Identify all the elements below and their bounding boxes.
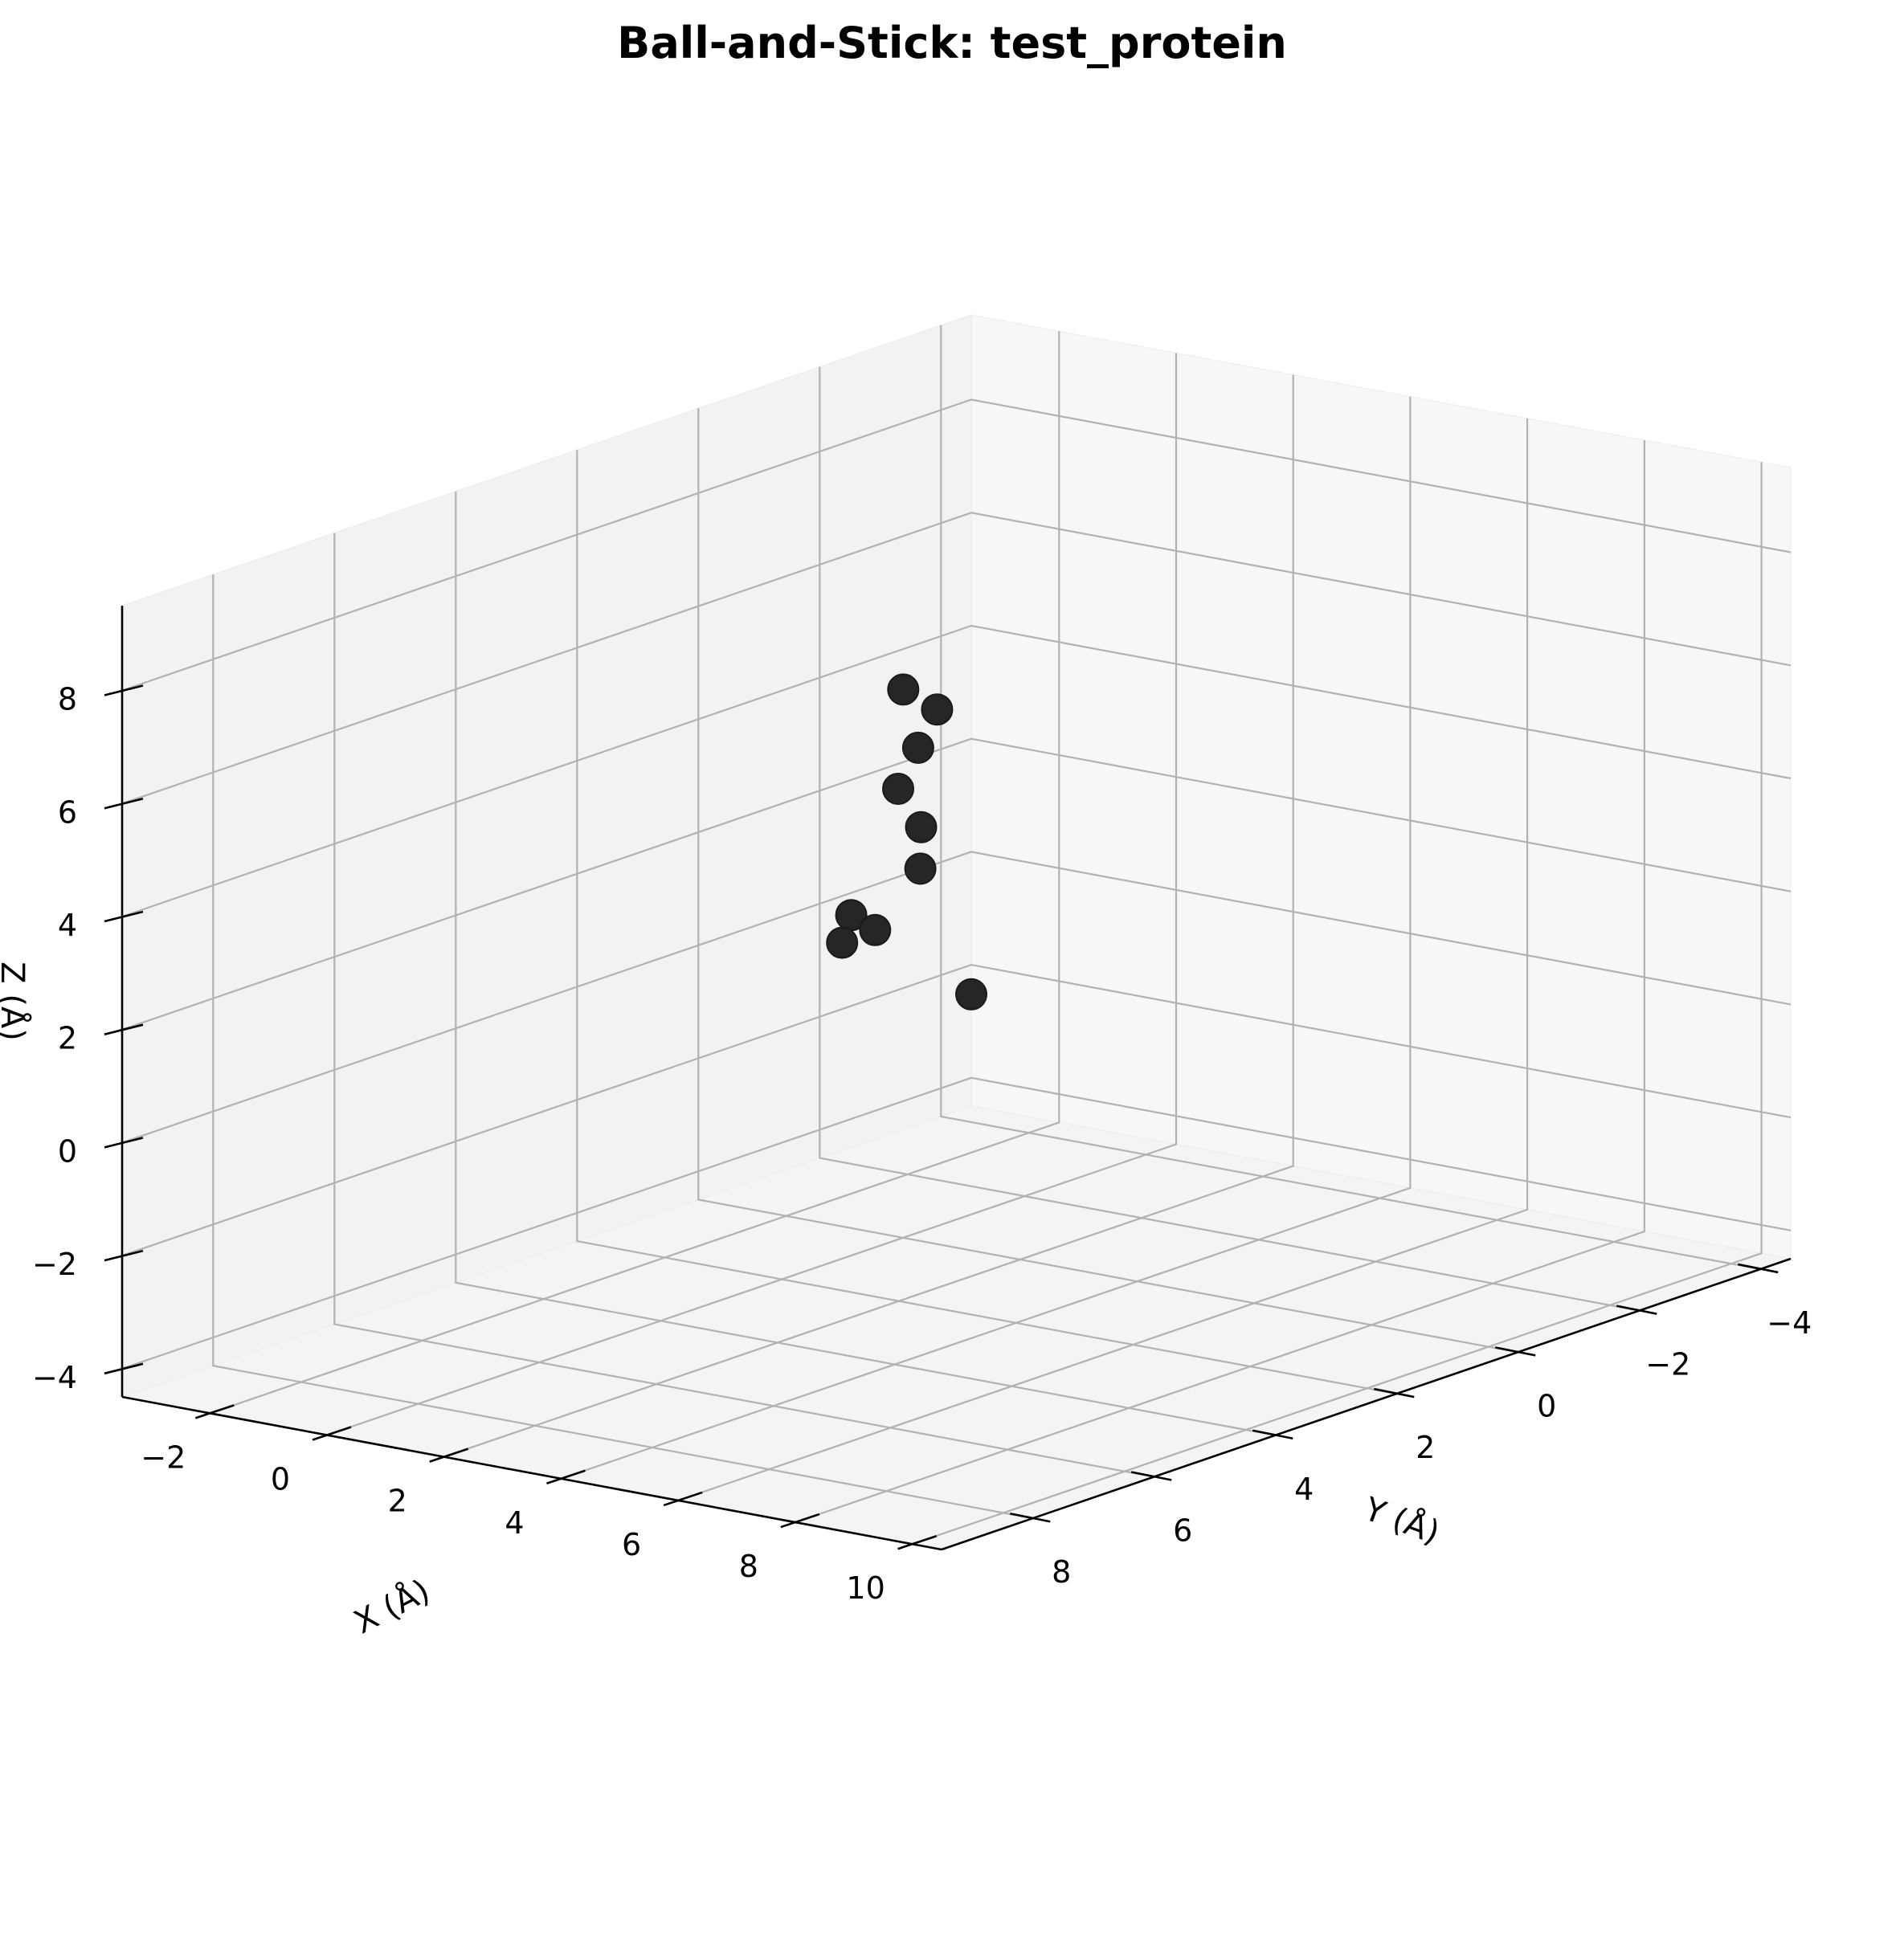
y-tick-mark [1009, 1512, 1051, 1523]
axis-panes [121, 314, 1792, 1550]
grid-line-z [121, 851, 1792, 1144]
tick-labels: −2 0 2 4 6 8 10 −4 −2 0 2 4 6 8 −4 −2 0 2 4 6 8 [32, 682, 1812, 1607]
grid-line-y [455, 491, 1276, 1436]
grid-line-x [912, 462, 1763, 1546]
grid-line-x [561, 396, 1412, 1480]
grid-line-x [795, 440, 1646, 1524]
grid-line-z [121, 1076, 1792, 1370]
atoms [826, 673, 987, 1011]
grid-line-y [940, 325, 1761, 1270]
grid-line-y [212, 574, 1033, 1520]
atom-point [882, 773, 914, 805]
atom-point [887, 673, 920, 706]
y-tick-label: 0 [1537, 1388, 1556, 1423]
x-tick-mark [546, 1469, 586, 1485]
z-tick-label: −4 [32, 1360, 77, 1395]
z-tick-mark [104, 1137, 144, 1149]
y-axis-label: Y (Å) [1359, 1489, 1444, 1552]
grid-line-z [121, 398, 1792, 692]
z-tick-mark [104, 684, 144, 696]
x-axis-label: X (Å) [348, 1571, 436, 1642]
atom-point [859, 913, 892, 946]
grid-line-z [121, 963, 1792, 1257]
y-axis-line [941, 1257, 1792, 1551]
y-tick-label: 4 [1294, 1472, 1314, 1507]
axis-lines [121, 606, 1792, 1551]
grid-line-x [677, 418, 1529, 1501]
grid-line-y [333, 533, 1154, 1478]
z-tick-mark [104, 910, 144, 923]
chart-title: Ball-and-Stick: test_protein [617, 18, 1287, 68]
z-axis-label: Z (Å) [0, 962, 32, 1041]
y-tick-label: 6 [1173, 1513, 1192, 1549]
atom-point [901, 731, 934, 764]
grid-line-y [819, 366, 1640, 1312]
x-tick-label: 10 [846, 1570, 885, 1606]
atom-point [955, 978, 987, 1011]
x-tick-mark [897, 1534, 937, 1550]
z-tick-mark [104, 1249, 144, 1262]
z-tick-label: 2 [58, 1021, 77, 1056]
x-tick-mark [312, 1426, 352, 1441]
x-tick-label: 8 [739, 1549, 758, 1584]
x-tick-label: 0 [271, 1462, 290, 1497]
y-tick-label: 8 [1052, 1554, 1071, 1590]
tick-marks [104, 684, 1779, 1550]
x-tick-mark [780, 1513, 820, 1529]
grid-line-x [326, 353, 1178, 1436]
x-axis-line [121, 1395, 942, 1551]
y-tick-label: −4 [1767, 1305, 1812, 1341]
grid-line-y [697, 408, 1518, 1354]
x-tick-mark [663, 1491, 703, 1507]
atom-point [826, 926, 859, 959]
z-tick-label: 6 [58, 794, 77, 830]
y-tick-mark [1616, 1305, 1657, 1315]
y-tick-mark [1494, 1346, 1536, 1357]
z-tick-mark [104, 1362, 144, 1375]
z-tick-label: 4 [58, 908, 77, 943]
x-tick-mark [429, 1448, 469, 1463]
x-tick-label: −2 [141, 1439, 186, 1475]
y-tick-mark [1130, 1471, 1172, 1481]
y-tick-mark [1252, 1429, 1293, 1440]
grid-line-x [443, 374, 1294, 1458]
grid-line-z [121, 512, 1792, 805]
atom-point [921, 693, 954, 726]
x-tick-mark [194, 1404, 235, 1419]
x-tick-label: 4 [505, 1505, 524, 1541]
y-tick-label: 2 [1416, 1430, 1435, 1465]
grid-line-x [209, 331, 1060, 1415]
atom-point [905, 811, 938, 843]
z-tick-mark [104, 1023, 144, 1035]
z-tick-mark [104, 797, 144, 810]
grid-lines [121, 325, 1792, 1546]
grid-line-y [576, 450, 1397, 1395]
y-tick-mark [1373, 1387, 1415, 1399]
grid-line-z [121, 624, 1792, 918]
z-tick-label: 8 [58, 682, 77, 717]
z-tick-label: 0 [58, 1133, 77, 1169]
y-tick-label: −2 [1645, 1347, 1690, 1382]
atom-point [904, 852, 937, 885]
x-tick-label: 6 [622, 1527, 641, 1562]
x-tick-label: 2 [388, 1484, 407, 1519]
pane-right [970, 314, 1792, 1260]
y-tick-mark [1737, 1263, 1779, 1274]
grid-line-z [121, 737, 1792, 1031]
z-tick-label: −2 [32, 1247, 77, 1282]
